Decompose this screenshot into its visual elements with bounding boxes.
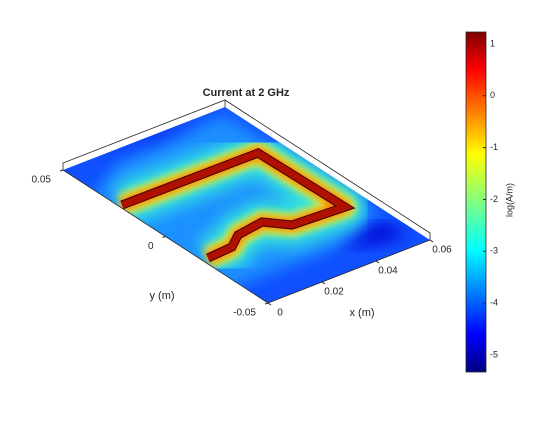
x-tick	[375, 260, 380, 264]
y-tick	[59, 169, 64, 172]
x-tick	[321, 281, 326, 285]
x-tick-label: 0	[277, 308, 283, 319]
y-tick-label: 0.05	[32, 175, 52, 186]
y-axis-label: y (m)	[149, 290, 174, 302]
x-tick-label: 0.06	[432, 245, 452, 256]
colorbar-tick-label: -2	[490, 194, 498, 204]
colorbar-tick-label: -1	[490, 142, 498, 152]
y-tick-label: -0.05	[233, 308, 256, 319]
colorbar-tick-label: 0	[490, 90, 495, 100]
strip	[120, 149, 354, 262]
chart-title: Current at 2 GHz	[203, 87, 290, 99]
colorbar-tick-label: -3	[490, 246, 498, 256]
x-tick	[429, 239, 434, 243]
field	[63, 107, 430, 303]
x-tick-label: 0.02	[324, 287, 344, 298]
y-tick	[264, 302, 269, 305]
x-tick	[267, 302, 272, 306]
colorbar	[465, 31, 487, 373]
x-axis-label: x (m)	[349, 307, 374, 319]
field-glow	[90, 115, 410, 300]
colorbar-tick-label: -5	[490, 349, 498, 359]
colorbar-tick-label: 1	[490, 38, 495, 48]
colorbar-label: log(A/m)	[504, 183, 514, 217]
y-tick-label: 0	[148, 241, 154, 252]
colorbar-tick-label: -4	[490, 297, 498, 307]
y-tick	[162, 236, 166, 238]
x-tick-label: 0.04	[378, 266, 398, 277]
